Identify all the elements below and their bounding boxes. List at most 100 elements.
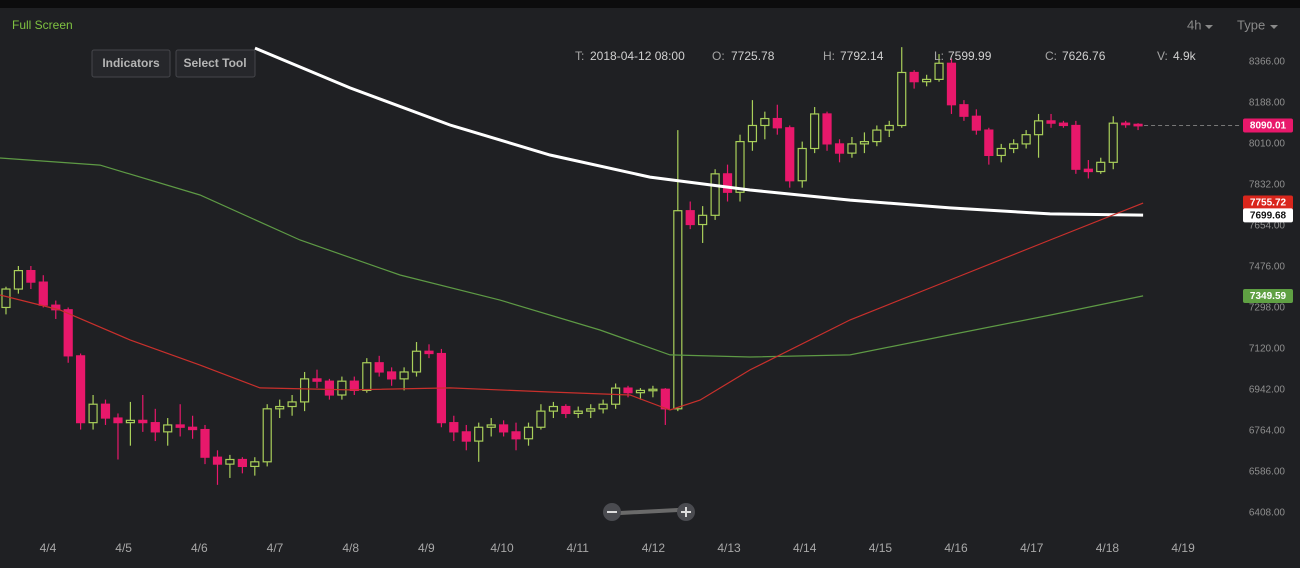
button-label: Indicators: [102, 56, 160, 70]
candle-body: [499, 424, 509, 433]
info-label: L:: [934, 49, 944, 63]
info-label: T:: [575, 49, 584, 63]
candle-body: [1121, 122, 1131, 126]
price-tag-label: 7349.59: [1250, 291, 1287, 302]
candle-body: [299, 378, 310, 403]
candle-body: [138, 419, 148, 424]
candle-body: [387, 371, 397, 380]
y-tick-label: 8010.00: [1249, 139, 1286, 150]
zoom-slider[interactable]: [618, 508, 680, 515]
candle-body: [996, 147, 1006, 157]
candle-body: [909, 71, 919, 83]
x-tick-label: 4/11: [566, 541, 589, 555]
moving-average: [0, 157, 1144, 358]
candle-body: [262, 408, 272, 463]
interval-menu[interactable]: 4h: [1187, 17, 1201, 32]
candle-body: [13, 270, 23, 290]
candle-body: [1009, 143, 1019, 150]
candle-body: [312, 378, 322, 382]
candle-body: [237, 458, 247, 468]
top-strip: [0, 0, 1300, 8]
x-tick-label: 4/13: [717, 541, 741, 555]
y-tick-label: 7298.00: [1249, 303, 1286, 314]
full-screen[interactable]: Full Screen: [12, 18, 73, 32]
candle-body: [88, 403, 98, 424]
y-tick-label: 7120.00: [1249, 344, 1286, 355]
price-tag: [1243, 195, 1293, 210]
candle-body: [399, 371, 409, 380]
info-value: 4.9k: [1173, 49, 1197, 63]
moving-average: [254, 46, 1144, 217]
candle-body: [971, 115, 981, 131]
indicators-button[interactable]: Indicators: [91, 49, 171, 78]
y-tick-label: 6586.00: [1249, 467, 1286, 478]
candle-body: [63, 309, 73, 357]
candle-body: [586, 408, 596, 412]
candle-body: [859, 140, 870, 145]
select-tool-button[interactable]: Select Tool: [175, 49, 256, 78]
candle-body: [511, 431, 521, 440]
x-tick-label: 4/4: [40, 541, 57, 555]
candle-body: [922, 78, 932, 83]
y-tick-label: 7832.00: [1249, 180, 1286, 191]
candle-body: [337, 380, 347, 396]
x-tick-label: 4/9: [418, 541, 435, 555]
candle-body: [611, 387, 621, 405]
candle-body: [934, 62, 944, 80]
y-tick-label: 6764.00: [1249, 426, 1286, 437]
candle-body: [872, 129, 882, 143]
candle-body: [38, 281, 48, 306]
y-tick-label: 6408.00: [1249, 508, 1286, 519]
button-frame: [91, 49, 171, 78]
candle-body: [1096, 161, 1106, 173]
candle-body: [523, 426, 534, 440]
candle-body: [623, 387, 633, 394]
y-tick-label: 7476.00: [1249, 262, 1286, 273]
candle-body: [163, 424, 173, 433]
button-label: Select Tool: [183, 56, 246, 70]
dropdown-caret: [1270, 25, 1278, 29]
candle-body: [411, 350, 422, 373]
candle-body: [810, 113, 820, 150]
candle-body: [200, 428, 210, 458]
candle-body: [324, 380, 335, 396]
x-tick-label: 4/5: [115, 541, 132, 555]
candle-body: [1021, 134, 1031, 145]
candle-body: [374, 362, 384, 373]
type-menu[interactable]: Type: [1237, 17, 1265, 32]
candle-body: [150, 422, 160, 433]
candle-body: [486, 424, 496, 428]
info-label: V:: [1157, 49, 1168, 63]
price-tag: [1243, 208, 1293, 223]
candle-body: [685, 210, 695, 226]
candle-body: [772, 117, 782, 129]
candle-body: [26, 270, 36, 283]
candle-body: [648, 388, 658, 392]
candle-body: [673, 210, 683, 410]
candle-body: [1, 288, 11, 309]
info-value: 7599.99: [948, 49, 992, 63]
candle-body: [187, 426, 198, 431]
candle-body: [1058, 122, 1069, 127]
info-label: C:: [1045, 49, 1057, 63]
candle-body: [287, 401, 297, 408]
x-tick-label: 4/6: [191, 541, 208, 555]
candle-body: [1033, 120, 1044, 136]
candle-body: [1046, 120, 1056, 124]
price-tag-label: 8090.01: [1250, 121, 1287, 132]
price-tag-label: 7699.68: [1250, 211, 1287, 222]
candle-body: [175, 424, 185, 428]
candle-body: [698, 214, 708, 226]
y-tick-label: 8366.00: [1249, 57, 1286, 68]
candle-body: [1133, 123, 1143, 127]
dropdown-caret: [1205, 25, 1213, 29]
candles: [1, 47, 1143, 485]
candle-body: [561, 405, 571, 415]
button-frame: [175, 49, 256, 78]
info-value: 7626.76: [1062, 49, 1106, 63]
x-tick-label: 4/17: [1020, 541, 1044, 555]
info-value: 7725.78: [731, 49, 775, 63]
y-tick-label: 7654.00: [1249, 221, 1286, 232]
candle-body: [598, 403, 608, 410]
